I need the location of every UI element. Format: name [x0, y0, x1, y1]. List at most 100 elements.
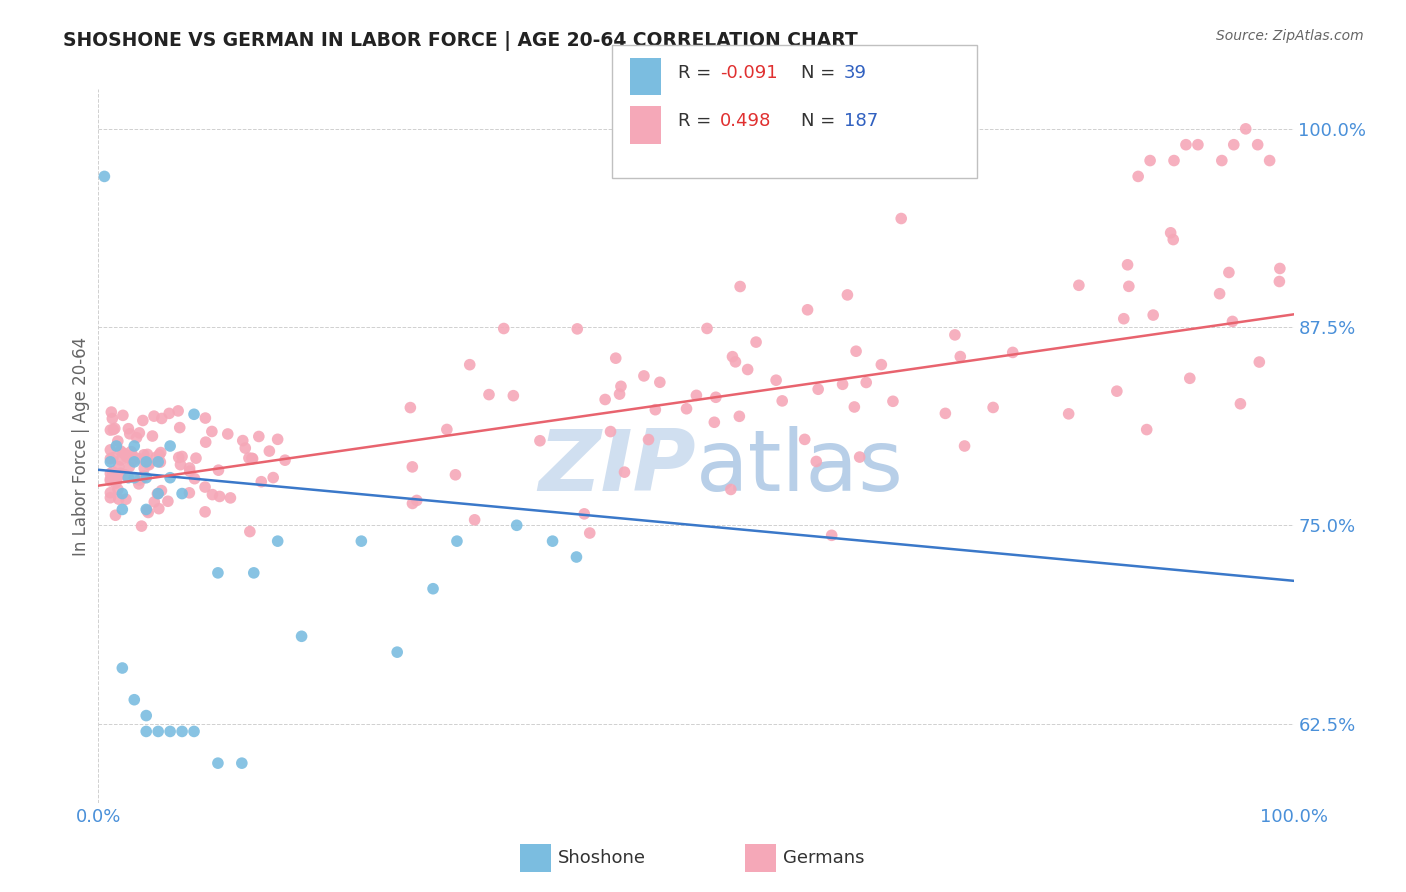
Point: [405, 493, 427, 508]
Point: [179, 485, 201, 500]
Point: [131, 519, 153, 533]
Point: [104, 476, 127, 491]
Point: [444, 467, 467, 482]
Point: [98, 423, 122, 437]
Point: [100, 405, 122, 419]
Point: [1118, 279, 1140, 293]
Point: [1229, 397, 1251, 411]
Point: [201, 425, 224, 439]
Point: [609, 387, 631, 401]
Point: [648, 376, 671, 390]
Point: [953, 439, 976, 453]
Point: [148, 455, 170, 469]
Point: [125, 431, 148, 445]
Point: [796, 302, 818, 317]
Point: [148, 448, 170, 462]
Point: [247, 429, 270, 443]
Point: [143, 409, 166, 424]
Point: [765, 373, 787, 387]
Point: [194, 411, 217, 425]
Point: [128, 473, 150, 487]
Point: [238, 450, 260, 465]
Point: [157, 406, 180, 420]
Point: [131, 472, 153, 486]
Point: [401, 496, 423, 510]
Point: [107, 434, 129, 448]
Point: [291, 629, 314, 643]
Point: [104, 421, 127, 435]
Point: [150, 411, 173, 425]
Point: [1105, 384, 1128, 399]
Text: -0.091: -0.091: [720, 64, 778, 82]
Point: [844, 400, 866, 414]
Point: [478, 387, 501, 401]
Point: [845, 344, 868, 359]
Point: [675, 401, 697, 416]
Point: [159, 471, 181, 485]
Point: [259, 444, 281, 458]
Point: [103, 423, 125, 437]
Point: [541, 534, 564, 549]
Point: [118, 426, 141, 441]
Point: [170, 450, 193, 464]
Point: [578, 526, 600, 541]
Point: [172, 724, 194, 739]
Point: [704, 390, 727, 404]
Point: [136, 503, 159, 517]
Point: [492, 321, 515, 335]
Point: [242, 451, 264, 466]
Point: [150, 483, 173, 498]
Point: [1258, 153, 1281, 168]
Point: [110, 467, 132, 481]
Point: [111, 661, 134, 675]
Point: [262, 470, 284, 484]
Point: [703, 415, 725, 429]
Point: [135, 455, 157, 469]
Text: 39: 39: [844, 64, 866, 82]
Point: [385, 645, 409, 659]
Point: [107, 492, 129, 507]
Point: [217, 427, 239, 442]
Point: [1142, 308, 1164, 322]
Point: [1249, 355, 1271, 369]
Text: Germans: Germans: [783, 849, 865, 867]
Point: [1067, 278, 1090, 293]
Point: [135, 708, 157, 723]
Point: [115, 492, 138, 507]
Point: [117, 422, 139, 436]
Point: [1211, 153, 1233, 168]
Point: [831, 377, 853, 392]
Point: [105, 439, 128, 453]
Point: [98, 455, 122, 469]
Point: [98, 485, 122, 500]
Point: [159, 439, 181, 453]
Point: [458, 358, 481, 372]
Point: [114, 467, 136, 482]
Point: [118, 459, 141, 474]
Point: [124, 692, 146, 706]
Point: [720, 483, 742, 497]
Point: [146, 487, 169, 501]
Point: [728, 409, 751, 424]
Point: [194, 480, 217, 494]
Point: [134, 461, 156, 475]
Point: [208, 490, 231, 504]
Point: [98, 491, 122, 505]
Point: [1268, 261, 1291, 276]
Point: [108, 468, 131, 483]
Point: [93, 169, 115, 184]
Point: [855, 376, 877, 390]
Point: [101, 470, 124, 484]
Point: [436, 422, 458, 436]
Point: [148, 501, 170, 516]
Point: [401, 459, 423, 474]
Point: [135, 502, 157, 516]
Point: [111, 486, 134, 500]
Point: [644, 402, 666, 417]
Point: [207, 756, 229, 771]
Point: [502, 389, 524, 403]
Point: [172, 486, 194, 500]
Point: [1116, 258, 1139, 272]
Point: [138, 456, 160, 470]
Point: [179, 464, 201, 478]
